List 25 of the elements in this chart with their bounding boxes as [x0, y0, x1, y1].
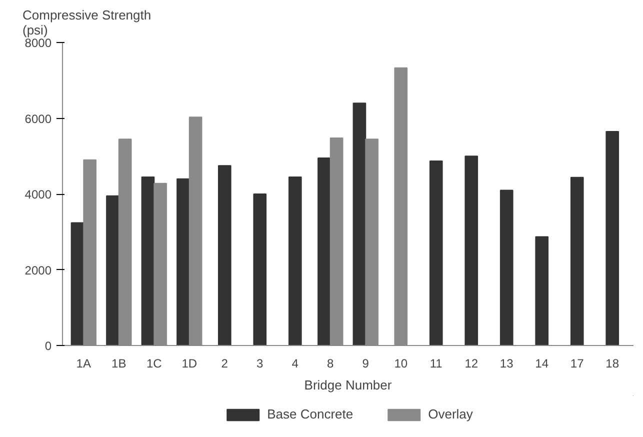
x-axis-title: Bridge Number	[304, 378, 392, 392]
x-tick-label: 17	[570, 356, 584, 370]
x-tick-label: 8	[327, 356, 334, 370]
y-tick-label: 2000	[24, 263, 52, 278]
x-tick-label: 9	[362, 356, 370, 370]
y-tick-label: 4000	[24, 188, 52, 202]
x-tick-label: 12	[464, 356, 478, 370]
x-tick-label: 1C	[146, 356, 162, 370]
legend-label: Base Concrete	[267, 406, 354, 422]
legend-label: Overlay	[428, 406, 473, 422]
x-tick-label: 14	[535, 356, 549, 370]
x-tick-label: 1A	[76, 356, 91, 370]
x-tick-label: 4	[292, 356, 299, 370]
x-tick-label: 13	[500, 356, 514, 370]
x-tick-label: 3	[256, 356, 264, 370]
x-tick-label: 10	[394, 356, 408, 370]
x-tick-label: 1B	[112, 356, 126, 370]
x-tick-label: 2	[221, 356, 228, 370]
y-tick-label: 0	[44, 339, 52, 353]
y-axis-title: Compressive Strength (psi)	[22, 8, 152, 38]
x-tick-label: 11	[430, 356, 443, 370]
y-tick-label: 8000	[24, 36, 52, 50]
x-tick-label: 18	[606, 356, 620, 370]
y-tick-label: 6000	[24, 112, 52, 126]
x-tick-label: 1D	[182, 356, 198, 370]
